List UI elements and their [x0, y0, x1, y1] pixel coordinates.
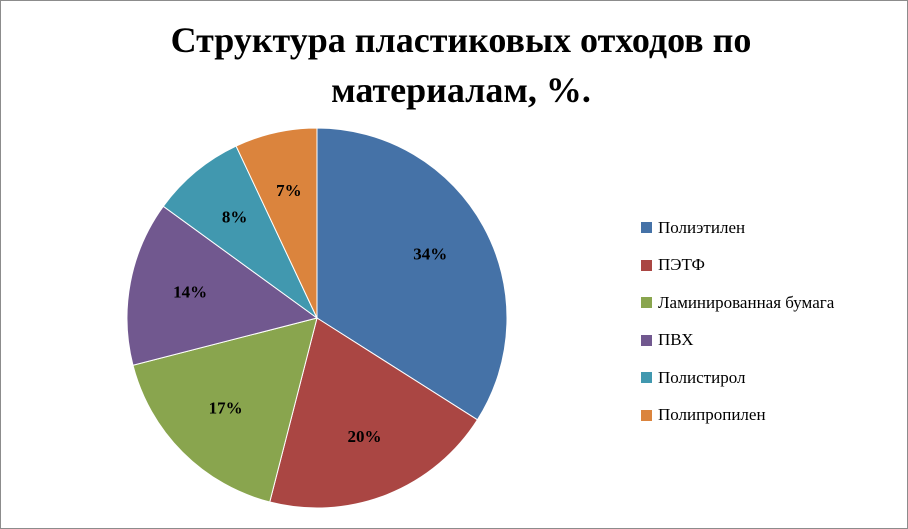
- legend-swatch-4: [641, 334, 652, 346]
- legend-label-5: Полистирол: [658, 367, 746, 387]
- legend-item-5: Полистирол: [641, 359, 901, 397]
- legend-label-3: Ламинированная бумага: [658, 292, 835, 312]
- legend-swatch-6: [641, 409, 652, 421]
- legend-label-2: ПЭТФ: [658, 255, 705, 275]
- data-label-3: 17%: [209, 398, 243, 417]
- legend-item-4: ПВХ: [641, 322, 901, 360]
- legend-swatch-5: [641, 372, 652, 384]
- pie-slice-4: [126, 205, 319, 366]
- legend-swatch-1: [641, 222, 652, 234]
- legend-label-4: ПВХ: [658, 330, 694, 350]
- legend-item-1: Полиэтилен: [641, 209, 901, 247]
- legend-swatch-2: [641, 259, 652, 271]
- legend-label-6: Полипропилен: [658, 405, 766, 425]
- data-label-4: 14%: [173, 283, 207, 302]
- pie-slice-2: [269, 317, 479, 509]
- data-label-5: 8%: [222, 207, 248, 226]
- pie-slice-1: [316, 127, 508, 421]
- data-label-2: 20%: [348, 427, 382, 446]
- pie-slice-5: [162, 145, 318, 319]
- chart-title: Структура пластиковых отходов по материа…: [170, 20, 752, 110]
- legend-item-6: Полипропилен: [641, 397, 901, 435]
- legend-item-3: Ламинированная бумага: [641, 284, 901, 322]
- legend-label-1: Полиэтилен: [658, 217, 746, 237]
- data-label-6: 7%: [276, 181, 302, 200]
- pie-slice-3: [132, 317, 318, 503]
- chart-legend: Полиэтилен ПЭТФ Ламинированная бумага ПВХ По…: [641, 209, 901, 434]
- legend-swatch-3: [641, 297, 652, 309]
- pie-slice-6: [235, 127, 318, 319]
- data-label-1: 34%: [413, 245, 447, 264]
- legend-item-2: ПЭТФ: [641, 247, 901, 285]
